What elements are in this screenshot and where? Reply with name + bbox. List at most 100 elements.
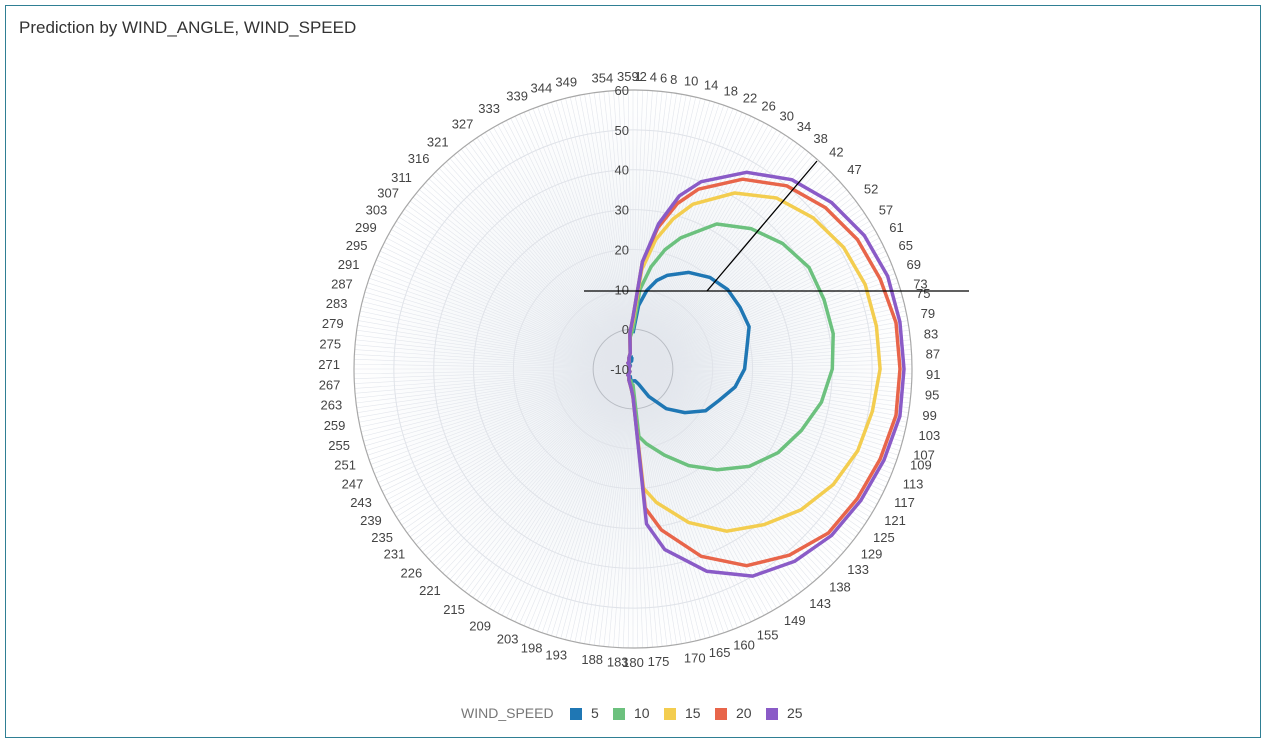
- angular-tick-label: 221: [419, 583, 441, 598]
- crosshair-annotation: [584, 160, 969, 292]
- angular-tick-label: 69: [907, 257, 921, 272]
- angular-tick-label: 61: [889, 220, 903, 235]
- radial-tick-label: 10: [615, 282, 629, 297]
- angular-tick-label: 129: [861, 546, 883, 561]
- angular-tick-label: 1: [634, 69, 641, 84]
- angular-tick-label: 73: [913, 276, 927, 291]
- chart-title: Prediction by WIND_ANGLE, WIND_SPEED: [19, 18, 357, 37]
- angular-tick-label: 275: [319, 337, 341, 352]
- angular-tick-label: 6: [660, 71, 667, 86]
- angular-tick-label: 113: [903, 477, 924, 492]
- angular-tick-label: 38: [813, 131, 827, 146]
- angular-tick-label: 333: [478, 101, 500, 116]
- angular-tick-label: 138: [829, 580, 851, 595]
- series-line-25: [626, 170, 906, 578]
- legend-label: 25: [787, 705, 803, 721]
- angular-tick-label: 239: [360, 513, 382, 528]
- angular-tick-label: 10: [684, 74, 698, 89]
- angular-tick-label: 65: [899, 238, 913, 253]
- angular-tick-label: 311: [391, 170, 412, 185]
- legend-swatch: [570, 708, 582, 720]
- radial-tick-label: 40: [615, 163, 629, 178]
- angular-tick-label: 209: [469, 618, 491, 633]
- angular-tick-label: 247: [342, 477, 364, 492]
- angular-tick-label: 107: [913, 448, 935, 463]
- radial-tick-label: 60: [615, 83, 629, 98]
- angular-tick-label: 263: [320, 398, 342, 413]
- angular-tick-label: 8: [670, 72, 677, 87]
- angular-tick-label: 226: [400, 566, 422, 581]
- angular-tick-label: 349: [555, 74, 577, 89]
- angular-tick-label: 243: [350, 495, 372, 510]
- radial-tick-label: 0: [622, 322, 629, 337]
- outer-ring: [353, 89, 913, 649]
- angular-tick-label: 344: [530, 80, 552, 95]
- legend-title: WIND_SPEED: [461, 705, 554, 721]
- legend-label: 5: [591, 705, 599, 721]
- legend-label: 20: [736, 705, 752, 721]
- angular-tick-label: 87: [926, 347, 940, 362]
- angular-tick-label: 231: [384, 546, 406, 561]
- angular-tick-label: 299: [355, 220, 377, 235]
- angular-tick-label: 143: [809, 596, 831, 611]
- angular-tick-label: 188: [581, 652, 603, 667]
- angular-tick-label: 22: [743, 90, 757, 105]
- angular-tick-label: 295: [346, 238, 368, 253]
- angular-tick-label: 133: [847, 562, 869, 577]
- angular-tick-label: 193: [545, 648, 567, 663]
- angular-tick-label: 291: [338, 257, 360, 272]
- legend-swatch: [613, 708, 625, 720]
- angular-tick-label: 75: [916, 286, 930, 301]
- angular-tick-label: 180: [622, 655, 644, 670]
- radial-tick-label: -10: [610, 362, 629, 377]
- angular-tick-label: 30: [780, 108, 794, 123]
- angular-tick-label: 125: [873, 530, 895, 545]
- angular-tick-label: 83: [924, 326, 938, 341]
- angular-tick-label: 271: [318, 357, 340, 372]
- legend: WIND_SPEED 5 10 15 20 25: [0, 705, 1267, 723]
- legend-swatch: [715, 708, 727, 720]
- angular-tick-label: 103: [919, 428, 941, 443]
- angular-tick-label: 307: [377, 186, 399, 201]
- angular-tick-label: 79: [921, 306, 935, 321]
- angular-tick-label: 303: [366, 202, 388, 217]
- angular-tick-label: 183: [607, 655, 629, 670]
- radial-tick-label: 20: [615, 242, 629, 257]
- legend-label: 15: [685, 705, 701, 721]
- angular-tick-label: 99: [922, 408, 936, 423]
- angular-tick-label: 91: [926, 367, 940, 382]
- angular-tick-label: 42: [829, 144, 843, 159]
- angular-tick-label: 26: [761, 99, 775, 114]
- angular-tick-label: 359: [617, 69, 639, 84]
- angular-tick-label: 34: [797, 119, 811, 134]
- angular-tick-label: 255: [328, 438, 350, 453]
- angular-tick-label: 121: [884, 513, 906, 528]
- angular-tick-label: 215: [443, 602, 465, 617]
- angular-tick-label: 198: [521, 641, 543, 656]
- angular-tick-label: 170: [684, 651, 706, 666]
- angular-tick-label: 4: [650, 70, 657, 85]
- angular-tick-label: 251: [334, 457, 356, 472]
- legend-swatch: [766, 708, 778, 720]
- radial-tick-label: 30: [615, 203, 629, 218]
- angular-tick-label: 235: [371, 530, 393, 545]
- angular-tick-labels: 12 4 6 8 10 14 18 22263034384247525761656973757…: [318, 69, 940, 670]
- angular-tick-label: 283: [326, 296, 348, 311]
- legend-swatch: [664, 708, 676, 720]
- angular-tick-label: 155: [757, 628, 779, 643]
- angular-tick-label: 327: [452, 116, 474, 131]
- angular-tick-label: 52: [864, 182, 878, 197]
- legend-label: 10: [634, 705, 650, 721]
- angular-gridlines: [354, 90, 912, 648]
- angular-tick-label: 149: [784, 613, 806, 628]
- angular-tick-label: 18: [724, 83, 738, 98]
- angular-tick-label: 117: [894, 495, 915, 510]
- angular-tick-label: 316: [408, 151, 430, 166]
- angular-tick-label: 57: [879, 202, 893, 217]
- angular-tick-label: 95: [925, 388, 939, 403]
- angular-tick-label: 165: [709, 645, 731, 660]
- angular-tick-label: 267: [319, 377, 341, 392]
- angular-tick-label: 14: [704, 78, 718, 93]
- angular-tick-label: 259: [324, 418, 346, 433]
